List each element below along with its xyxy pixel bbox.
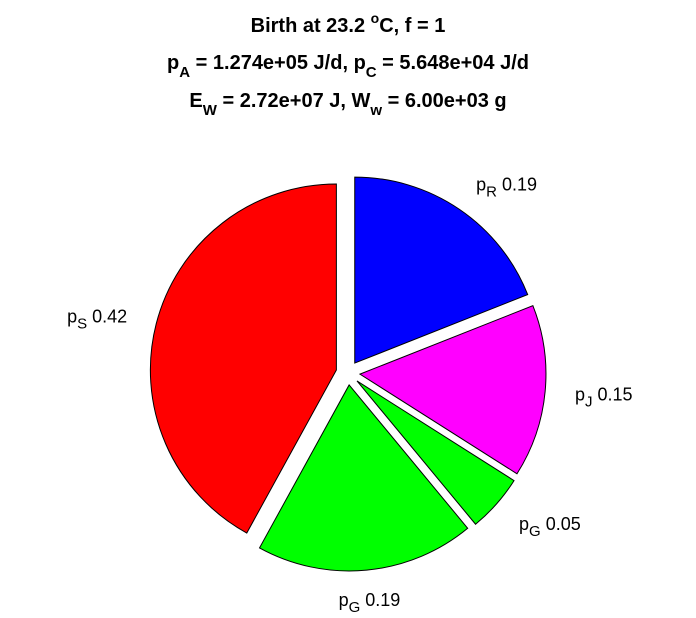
title-symbol: E: [189, 90, 203, 112]
slice-label-subscript: R: [486, 183, 497, 200]
pie-slice-pJ-1: [358, 305, 547, 475]
title-symbol: p: [167, 52, 180, 74]
title-text: = 1.274e+05 J/d,: [190, 52, 354, 74]
slice-label-subscript: J: [585, 393, 593, 410]
slice-label-pG-3: pG 0.19: [339, 590, 401, 616]
slice-label-subscript: G: [529, 523, 541, 540]
slice-label-symbol: p: [67, 306, 77, 326]
pie-slice-pS-4: [149, 183, 337, 534]
slice-label-subscript: G: [349, 599, 361, 616]
slice-label-value: 0.05: [541, 514, 581, 534]
slice-label-value: 0.19: [360, 590, 400, 610]
title-subscript: C: [365, 64, 377, 81]
title-subscript: w: [370, 102, 383, 119]
slice-label-value: 0.19: [497, 174, 537, 194]
slice-label-pJ-1: pJ 0.15: [575, 384, 633, 410]
title-subscript: W: [202, 102, 217, 119]
slice-label-symbol: p: [519, 514, 529, 534]
title-line-2: pA = 1.274e+05 J/d, pC = 5.648e+04 J/d: [0, 45, 696, 83]
slice-label-pS-4: pS 0.42: [67, 306, 127, 332]
slice-label-value: 0.15: [593, 384, 633, 404]
slice-label-symbol: p: [476, 174, 486, 194]
title-symbol: W: [351, 90, 371, 112]
title-symbol: p: [353, 52, 366, 74]
title-text: C, f = 1: [379, 15, 446, 37]
slice-label-pG-2: pG 0.05: [519, 514, 581, 540]
title-text: = 6.00e+03 g: [382, 90, 507, 112]
title-text: Birth at 23.2: [250, 15, 371, 37]
title-line-1: Birth at 23.2 oC, f = 1: [0, 8, 696, 45]
chart-title: Birth at 23.2 oC, f = 1 pA = 1.274e+05 J…: [0, 8, 696, 121]
title-text: = 2.72e+07 J,: [216, 90, 352, 112]
pie-slice-pG-3: [258, 384, 469, 572]
pie-slice-pR-0: [354, 176, 529, 364]
title-superscript: o: [370, 10, 380, 26]
pie-slice-pG-2: [356, 380, 515, 525]
slice-label-symbol: p: [575, 384, 585, 404]
title-text: = 5.648e+04 J/d: [376, 52, 529, 74]
slice-label-symbol: p: [339, 590, 349, 610]
title-line-3: EW = 2.72e+07 J, Ww = 6.00e+03 g: [0, 83, 696, 121]
slice-label-pR-0: pR 0.19: [476, 174, 537, 200]
slice-label-subscript: S: [77, 315, 87, 332]
title-subscript: A: [179, 64, 191, 81]
slice-label-value: 0.42: [87, 306, 127, 326]
